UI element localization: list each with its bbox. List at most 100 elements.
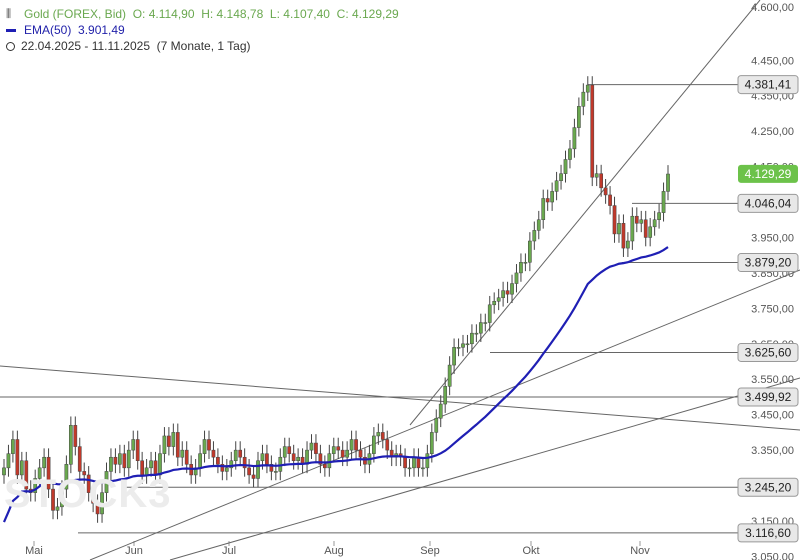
candle-body — [113, 456, 118, 465]
x-tick-label: Aug — [324, 545, 344, 557]
y-tick-label: 4.250,00 — [751, 126, 794, 138]
candle-body — [532, 230, 537, 242]
candle-body — [224, 467, 229, 472]
candle-body — [171, 432, 176, 447]
candle-body — [336, 446, 341, 451]
candle-body — [91, 492, 95, 504]
level-price-label: 3.625,60 — [745, 345, 792, 359]
candle-body — [581, 91, 586, 107]
date-range: 22.04.2025 - 11.11.2025 — [21, 39, 150, 53]
candle-body — [652, 219, 657, 228]
high-value: H: 4.148,78 — [201, 7, 264, 21]
candle-body — [470, 332, 474, 345]
candle-body — [523, 262, 528, 264]
candle-body — [323, 464, 327, 469]
candle-body — [86, 474, 91, 493]
candle-body — [363, 456, 367, 465]
candle-body — [11, 439, 15, 454]
y-tick-label: 4.600,00 — [751, 2, 794, 14]
candle-body — [198, 453, 202, 469]
candle-body — [510, 283, 514, 295]
candle-body — [590, 84, 595, 178]
candle-body — [207, 439, 211, 451]
level-price-tag — [737, 477, 799, 497]
candle-body — [634, 215, 639, 224]
candle-body — [327, 453, 332, 469]
candlestick-icon: ⫼ — [6, 8, 12, 20]
candle-body — [452, 347, 456, 366]
candle-body — [594, 173, 599, 178]
candle-body — [572, 127, 577, 150]
candle-body — [505, 290, 510, 295]
x-tick-label: Jul — [222, 545, 236, 557]
candle-body — [358, 449, 363, 458]
candle-body — [282, 446, 287, 458]
candle-body — [434, 417, 439, 433]
candle-body — [242, 456, 247, 469]
candle-body — [563, 159, 568, 174]
candle-body — [314, 442, 318, 454]
candle-body — [233, 449, 238, 462]
candle-body — [109, 456, 113, 472]
candle-body — [554, 180, 559, 192]
candle-body — [496, 297, 501, 302]
candle-body — [474, 332, 479, 335]
candle-body — [162, 435, 167, 454]
candle-body — [443, 386, 448, 405]
y-tick-label: 3.350,00 — [751, 445, 794, 457]
x-tick-label: Nov — [630, 545, 650, 557]
candle-body — [135, 439, 140, 462]
candle-body — [608, 194, 612, 206]
y-tick-label: 3.550,00 — [751, 374, 794, 386]
candle-body — [33, 478, 38, 493]
chart-legend: ⫼ Gold (FOREX, Bid) O: 4.114,90 H: 4.148… — [6, 6, 399, 54]
candle-body — [372, 435, 376, 454]
instrument-name: Gold (FOREX, Bid) — [24, 7, 127, 21]
candle-body — [37, 467, 42, 479]
candle-body — [666, 173, 670, 192]
ema-label: EMA(50) — [24, 23, 72, 37]
candle-body — [95, 503, 100, 515]
candle-body — [15, 439, 20, 476]
candle-body — [385, 439, 390, 451]
candle-body — [447, 364, 452, 387]
candle-body — [331, 446, 336, 454]
y-tick-label: 3.450,00 — [751, 410, 794, 422]
candle-body — [354, 439, 358, 451]
candle-body — [349, 439, 354, 451]
candle-body — [612, 205, 617, 235]
x-tick-label: Mai — [25, 545, 43, 557]
candle-body — [82, 471, 87, 476]
trend-line — [409, 0, 761, 426]
candle-body — [6, 453, 11, 469]
candle-body — [273, 471, 278, 473]
level-price-tag — [737, 75, 799, 95]
y-tick-label: 3.950,00 — [751, 232, 794, 244]
candle-body — [118, 453, 122, 465]
candle-body — [220, 464, 225, 472]
candle-body — [412, 456, 416, 469]
x-tick-label: Sep — [420, 545, 440, 557]
clock-icon — [6, 41, 15, 51]
level-price-label: 3.116,60 — [745, 526, 791, 540]
candle-body — [438, 403, 443, 419]
candle-body — [247, 467, 251, 476]
candle-body — [501, 290, 505, 298]
candle-body — [256, 460, 260, 479]
candle-body — [429, 432, 434, 454]
candle-body — [42, 456, 46, 469]
candle-body — [296, 456, 300, 462]
x-tick-label: Okt — [522, 545, 539, 557]
ema-value: 3.901,49 — [78, 23, 125, 37]
candle-body — [621, 223, 626, 249]
candle-body — [122, 453, 127, 469]
close-value: C: 4.129,29 — [336, 7, 399, 21]
candle-body — [568, 148, 572, 160]
legend-instrument-row: ⫼ Gold (FOREX, Bid) O: 4.114,90 H: 4.148… — [6, 6, 399, 22]
level-price-tag — [737, 193, 799, 213]
candle-body — [536, 219, 541, 231]
candle-body — [131, 439, 136, 451]
x-tick-label: Jun — [125, 545, 143, 557]
candle-body — [550, 191, 554, 203]
